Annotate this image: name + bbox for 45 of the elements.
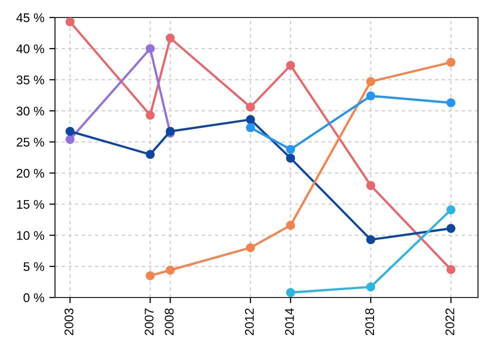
point <box>286 144 296 154</box>
y-tick-label: 25 % <box>16 138 44 147</box>
point <box>246 115 255 124</box>
point <box>66 134 75 144</box>
point <box>366 77 376 86</box>
y-tick-label: 40 % <box>16 44 44 54</box>
point <box>446 224 456 233</box>
point <box>146 271 155 280</box>
x-tick-label: 2007 <box>144 308 154 336</box>
x-tick-label: 2008 <box>164 308 174 336</box>
point <box>286 288 296 298</box>
point <box>146 150 155 159</box>
point <box>166 34 175 43</box>
y-tick-label: 30 % <box>16 106 44 116</box>
x-tick-label: 2018 <box>365 308 374 336</box>
point <box>286 60 296 70</box>
x-tick-label: 2022 <box>445 308 454 336</box>
y-tick-label: 0 % <box>24 293 44 302</box>
point <box>146 44 155 54</box>
y-tick-label: 5 % <box>24 262 44 272</box>
point <box>446 264 456 274</box>
point <box>166 266 175 275</box>
point <box>246 123 255 132</box>
point <box>246 102 255 112</box>
x-tick-label: 2012 <box>244 308 254 336</box>
x-tick-label: 2003 <box>64 308 74 336</box>
y-tick-label: 45 % <box>16 13 44 22</box>
point <box>446 205 456 214</box>
point <box>366 282 376 292</box>
point <box>366 235 376 244</box>
point <box>286 220 296 230</box>
point <box>366 91 376 100</box>
point <box>446 98 456 108</box>
y-tick-label: 35 % <box>16 76 44 84</box>
y-tick-label: 20 % <box>16 168 44 178</box>
point <box>66 18 75 26</box>
y-tick-label: 15 % <box>17 200 44 209</box>
x-tick-label: 2014 <box>285 308 294 336</box>
point <box>366 180 376 190</box>
point <box>446 58 456 67</box>
point <box>286 154 296 163</box>
y-tick-label: 10 % <box>17 231 44 240</box>
point <box>246 243 255 252</box>
point <box>146 110 155 120</box>
point <box>66 126 75 136</box>
